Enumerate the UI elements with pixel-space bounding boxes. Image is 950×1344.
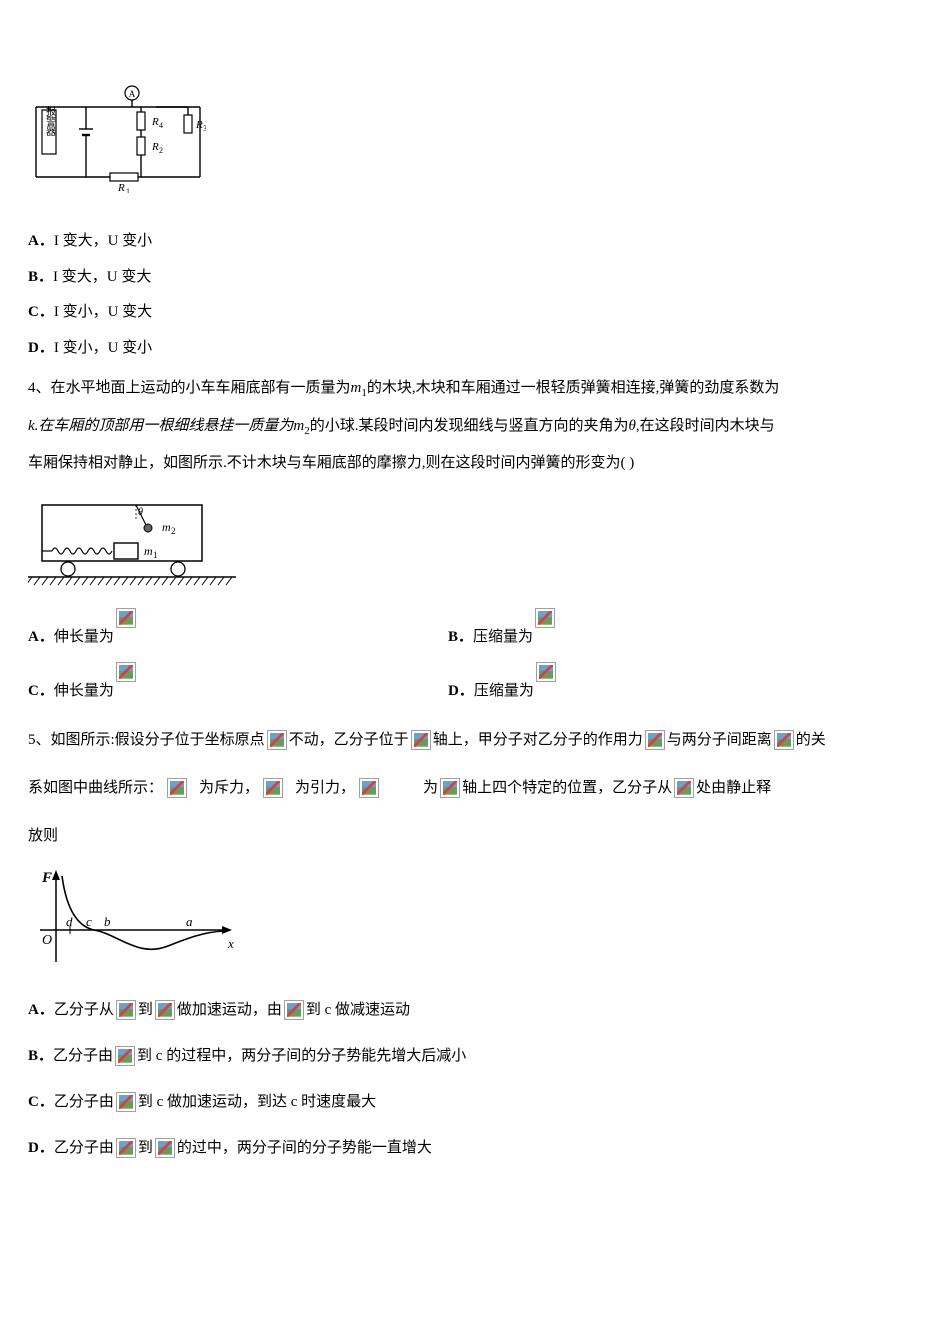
svg-text:R: R bbox=[195, 119, 203, 131]
broken-image-icon bbox=[116, 1092, 136, 1112]
svg-text:1: 1 bbox=[126, 187, 130, 193]
broken-image-icon bbox=[167, 778, 187, 798]
axis-x-label: x bbox=[227, 936, 234, 951]
q5-text: 5、如图所示:假设分子位于坐标原点不动，乙分子位于轴上，甲分子对乙分子的作用力与… bbox=[28, 716, 922, 860]
svg-text:a: a bbox=[186, 914, 193, 929]
broken-image-icon bbox=[116, 1138, 136, 1158]
broken-image-icon bbox=[116, 1000, 136, 1020]
q4-option-b: B．压缩量为 bbox=[448, 608, 557, 646]
q3-option-b: B．I 变大，U 变大 bbox=[28, 262, 922, 294]
q3-option-d: D．I 变小，U 变小 bbox=[28, 333, 922, 365]
broken-image-icon bbox=[440, 778, 460, 798]
broken-image-icon bbox=[645, 730, 665, 750]
svg-text:4: 4 bbox=[159, 121, 163, 130]
broken-image-icon bbox=[674, 778, 694, 798]
broken-image-icon bbox=[267, 730, 287, 750]
q5-option-c: C．乙分子由到 c 做加速运动，到达 c 时速度最大 bbox=[28, 1087, 922, 1117]
svg-text:1: 1 bbox=[153, 550, 158, 560]
broken-image-icon bbox=[116, 608, 136, 628]
svg-text:b: b bbox=[104, 914, 111, 929]
q4-option-d: D．压缩量为 bbox=[448, 662, 558, 700]
axis-O-label: O bbox=[42, 933, 52, 948]
svg-text:3: 3 bbox=[203, 124, 206, 133]
q5-option-a: A．乙分子从到做加速运动，由到 c 做减速运动 bbox=[28, 995, 922, 1025]
q3-option-c: C．I 变小，U 变大 bbox=[28, 297, 922, 329]
svg-text:R: R bbox=[117, 182, 125, 193]
svg-text:2: 2 bbox=[159, 146, 163, 155]
svg-text:c: c bbox=[86, 914, 92, 929]
svg-text:m: m bbox=[162, 520, 171, 534]
broken-image-icon bbox=[116, 662, 136, 682]
broken-image-icon bbox=[155, 1138, 175, 1158]
broken-image-icon bbox=[536, 662, 556, 682]
svg-text:θ: θ bbox=[138, 507, 143, 518]
q4-text: 4、在水平地面上运动的小车车厢底部有一质量为m1的木块,木块和车厢通过一根轻质弹… bbox=[28, 370, 922, 483]
broken-image-icon bbox=[535, 608, 555, 628]
svg-text:m: m bbox=[144, 544, 153, 558]
svg-text:R: R bbox=[151, 141, 159, 153]
axis-F-label: F bbox=[41, 870, 52, 886]
broken-image-icon bbox=[115, 1046, 135, 1066]
broken-image-icon bbox=[359, 778, 379, 798]
broken-image-icon bbox=[411, 730, 431, 750]
q5-option-d: D．乙分子由到的过中，两分子间的分子势能一直增大 bbox=[28, 1133, 922, 1163]
q4-option-c: C．伸长量为 bbox=[28, 662, 448, 700]
circuit-diagram: A 报警器 R4 R2 bbox=[28, 85, 922, 198]
q4-option-a: A．伸长量为 bbox=[28, 608, 448, 646]
svg-text:R: R bbox=[151, 116, 159, 128]
broken-image-icon bbox=[155, 1000, 175, 1020]
q5-option-b: B．乙分子由到 c 的过程中，两分子间的分子势能先增大后减小 bbox=[28, 1041, 922, 1071]
force-distance-diagram: F O x d c b a bbox=[28, 866, 922, 981]
broken-image-icon bbox=[774, 730, 794, 750]
q4-option-row-2: C．伸长量为 D．压缩量为 bbox=[28, 662, 922, 700]
ammeter-label: A bbox=[129, 89, 136, 99]
q3-option-a: A．I 变大，U 变小 bbox=[28, 226, 922, 258]
broken-image-icon bbox=[263, 778, 283, 798]
broken-image-icon bbox=[284, 1000, 304, 1020]
svg-text:2: 2 bbox=[171, 526, 176, 536]
q4-option-row-1: A．伸长量为 B．压缩量为 bbox=[28, 608, 922, 646]
spring-cart-diagram: θ m2 m1 bbox=[28, 499, 922, 594]
